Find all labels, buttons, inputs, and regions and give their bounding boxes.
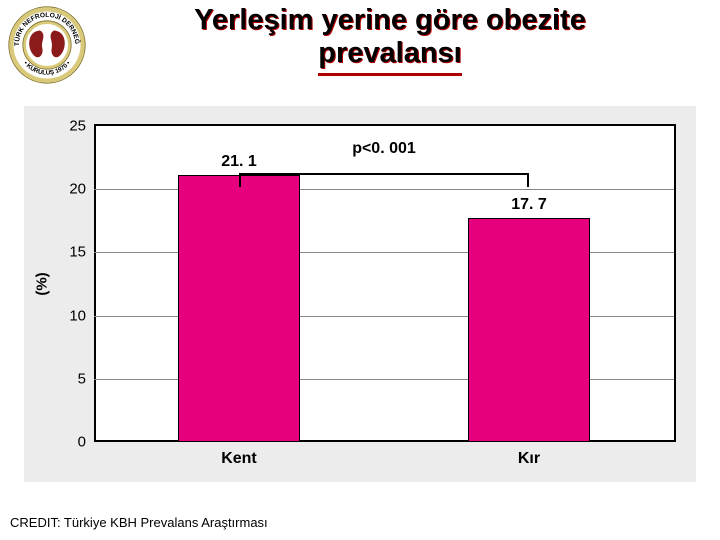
y-axis-label: (%) — [34, 272, 51, 295]
title-line2: prevalansı — [318, 37, 461, 75]
chart-plot: (%) 051015202521. 1Kent17. 7Kırp<0. 001 — [94, 124, 676, 442]
ytick-label: 25 — [54, 118, 94, 135]
bar — [178, 175, 300, 442]
org-logo: TÜRK NEFROLOJİ DERNEĞİ • KURULUŞ 1970 • — [8, 6, 86, 84]
p-value-label: p<0. 001 — [324, 140, 444, 158]
bar-value-label: 21. 1 — [178, 153, 300, 171]
ytick-label: 15 — [54, 244, 94, 261]
ytick-label: 0 — [54, 434, 94, 451]
credit-text: CREDIT: Türkiye KBH Prevalans Araştırmas… — [10, 515, 268, 530]
page-title: Yerleşim yerine göre obezite prevalansı — [110, 4, 670, 76]
x-category-label: Kent — [178, 442, 300, 468]
ytick-label: 5 — [54, 370, 94, 387]
bar-value-label: 17. 7 — [468, 196, 590, 214]
significance-bracket — [239, 173, 529, 175]
bar — [468, 218, 590, 442]
x-category-label: Kır — [468, 442, 590, 468]
chart-frame: (%) 0 5 10 15 20 25 21. 1 Kent 17. 7 Kır p<0. 001 — [24, 106, 696, 482]
ytick-label: 20 — [54, 181, 94, 198]
y-axis — [94, 126, 96, 442]
ytick-label: 10 — [54, 307, 94, 324]
title-line1: Yerleşim yerine göre obezite — [194, 4, 586, 36]
